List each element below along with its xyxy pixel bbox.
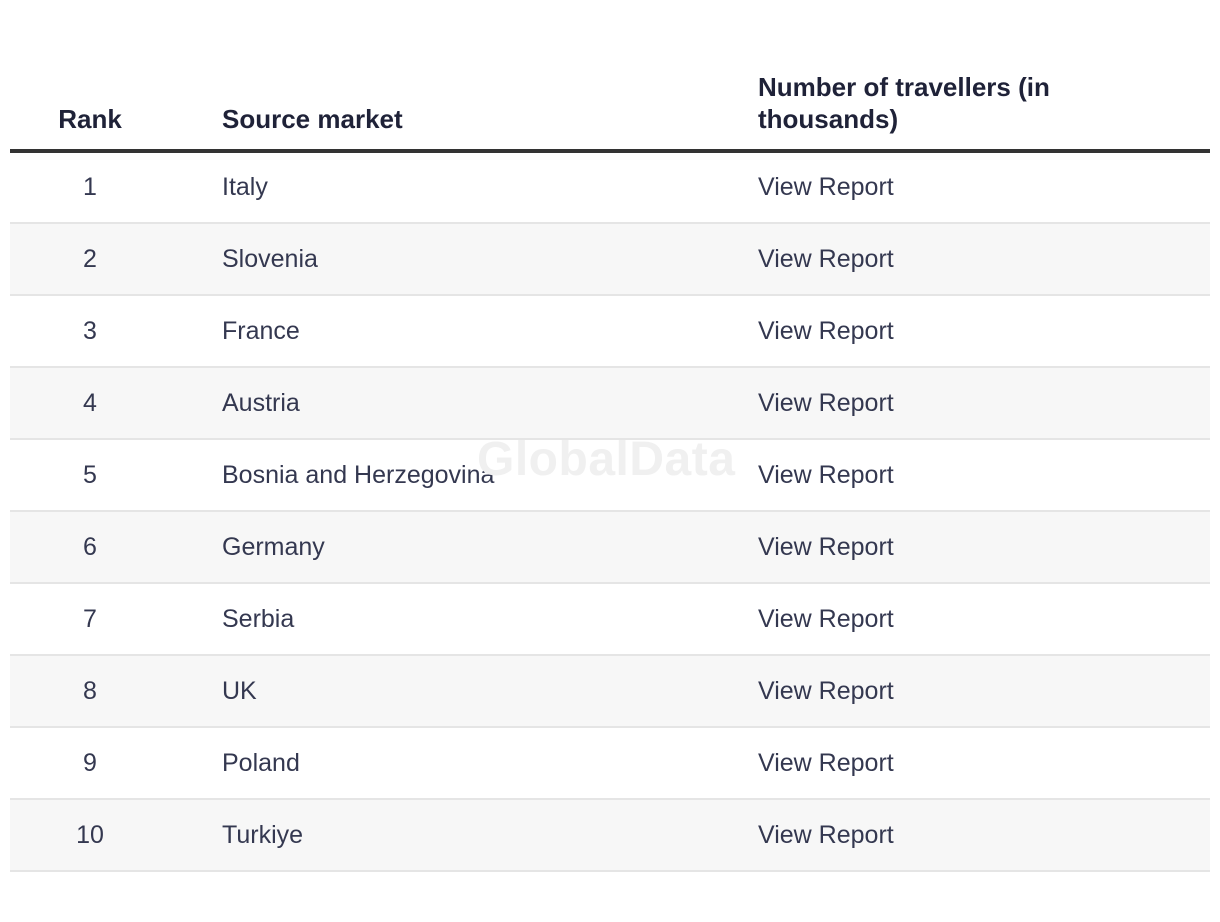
rank-cell: 6 [10, 510, 170, 583]
table-row: 5 Bosnia and Herzegovina View Report [10, 438, 1210, 511]
view-report-link[interactable]: View Report [758, 460, 894, 489]
source-market-cell: Poland [170, 726, 748, 799]
column-header-travellers: Number of travellers (in thousands) [748, 0, 1210, 153]
report-cell: View Report [748, 726, 1210, 799]
source-market-cell: Turkiye [170, 798, 748, 872]
source-market-cell: Italy [222, 173, 268, 201]
column-header-rank: Rank [10, 0, 170, 153]
source-market-cell: Serbia [170, 582, 748, 655]
view-report-link[interactable]: View Report [758, 820, 894, 849]
view-report-link[interactable]: View Report [758, 316, 894, 345]
source-market-cell: Bosnia and Herzegovina [170, 438, 748, 511]
table-row: 4 Austria View Report [10, 366, 1210, 439]
source-market-cell: France [170, 294, 748, 367]
view-report-link[interactable]: View Report [758, 173, 894, 201]
rank-cell: 7 [10, 582, 170, 655]
column-header-source-market: Source market [170, 0, 748, 153]
source-market-cell: Austria [170, 366, 748, 439]
rank-cell: 1 [83, 173, 97, 201]
column-header-travellers-label: Number of travellers (in thousands) [758, 72, 1050, 134]
report-cell: View Report [748, 222, 1210, 295]
rank-cell: 9 [10, 726, 170, 799]
table-row: 6 Germany View Report [10, 510, 1210, 583]
view-report-link[interactable]: View Report [758, 676, 894, 705]
table-row: 8 UK View Report [10, 654, 1210, 727]
report-cell: View Report [748, 654, 1210, 727]
rank-cell: 4 [10, 366, 170, 439]
rank-cell: 2 [10, 222, 170, 295]
table-row: 7 Serbia View Report [10, 582, 1210, 655]
table-row: 1 Italy View Report [10, 151, 1210, 223]
view-report-link[interactable]: View Report [758, 388, 894, 417]
table-row: 2 Slovenia View Report [10, 222, 1210, 295]
rank-cell: 5 [10, 438, 170, 511]
source-market-table: Rank Source market Number of travellers … [10, 0, 1210, 872]
rank-cell: 8 [10, 654, 170, 727]
view-report-link[interactable]: View Report [758, 748, 894, 777]
report-cell: View Report [748, 366, 1210, 439]
report-cell: View Report [748, 438, 1210, 511]
report-cell: View Report [748, 294, 1210, 367]
source-market-cell: UK [170, 654, 748, 727]
rank-cell: 3 [10, 294, 170, 367]
report-cell: View Report [748, 798, 1210, 872]
view-report-link[interactable]: View Report [758, 604, 894, 633]
table-row: 3 France View Report [10, 294, 1210, 367]
source-market-cell: Slovenia [170, 222, 748, 295]
table-body: 1 Italy View Report 2 Slovenia View Repo… [10, 151, 1210, 872]
source-market-cell: Germany [170, 510, 748, 583]
table-row: 9 Poland View Report [10, 726, 1210, 799]
view-report-link[interactable]: View Report [758, 532, 894, 561]
table-row: 10 Turkiye View Report [10, 798, 1210, 872]
report-cell: View Report [748, 151, 1210, 223]
report-cell: View Report [748, 510, 1210, 583]
rank-cell: 10 [10, 798, 170, 872]
view-report-link[interactable]: View Report [758, 244, 894, 273]
report-cell: View Report [748, 582, 1210, 655]
table-header-row: Rank Source market Number of travellers … [10, 0, 1210, 153]
